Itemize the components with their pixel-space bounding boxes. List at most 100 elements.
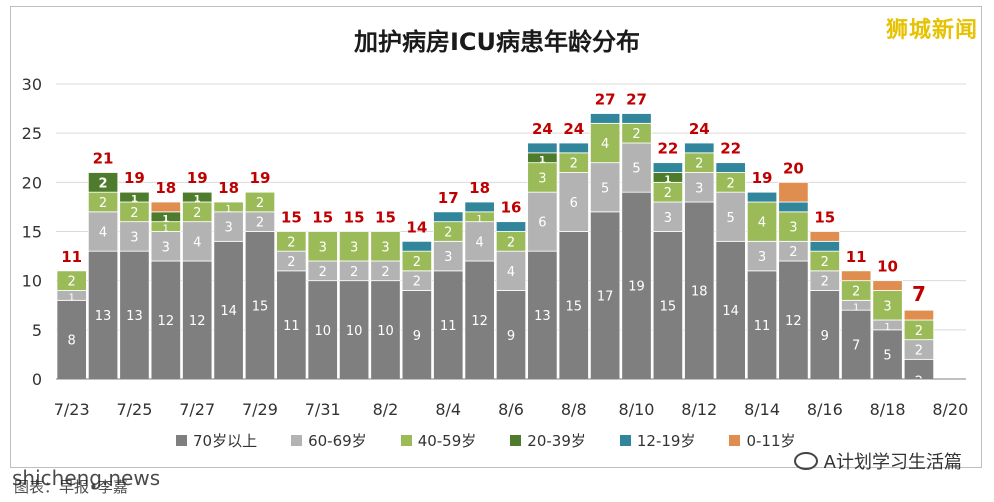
total-label: 15 xyxy=(281,209,302,227)
bar-segment xyxy=(527,250,558,380)
data-label: 3 xyxy=(695,181,703,196)
bar-segment xyxy=(684,142,715,154)
data-label: 1 xyxy=(664,174,671,185)
data-label: 11 xyxy=(440,319,457,334)
bar-segment xyxy=(652,201,684,232)
bar-segment xyxy=(558,172,589,232)
x-tick-label: 8/6 xyxy=(498,400,524,419)
data-label: 1 xyxy=(131,194,138,205)
data-label: 12 xyxy=(189,314,206,329)
legend-item: 0-11岁 xyxy=(729,430,796,451)
bar-segment xyxy=(715,191,746,242)
wechat-attribution: A计划学习生活篇 xyxy=(793,448,962,474)
data-label: 1 xyxy=(69,292,75,303)
data-label: 3 xyxy=(538,171,546,186)
total-label: 11 xyxy=(846,248,867,266)
bar-segment xyxy=(589,211,621,380)
data-label: 12 xyxy=(471,314,488,329)
data-label: 10 xyxy=(314,324,331,339)
x-tick-label: 7/29 xyxy=(242,400,278,419)
data-label: 4 xyxy=(507,265,515,280)
data-label: 2 xyxy=(287,235,295,250)
data-label: 3 xyxy=(350,240,358,255)
data-label: 3 xyxy=(664,211,672,226)
total-label: 11 xyxy=(61,248,82,266)
bar-segment xyxy=(244,231,276,380)
bar-segment xyxy=(56,270,87,291)
bar-segment xyxy=(527,162,558,193)
data-label: 1 xyxy=(884,322,890,333)
data-label: 4 xyxy=(475,235,483,250)
data-label: 2 xyxy=(915,344,923,359)
data-label: 13 xyxy=(534,309,551,324)
data-label: 4 xyxy=(193,235,201,250)
data-label: 13 xyxy=(126,309,143,324)
data-label: 11 xyxy=(283,319,300,334)
legend-item: 60-69岁 xyxy=(291,430,367,451)
legend-swatch xyxy=(400,435,412,446)
data-label: 2 xyxy=(821,275,829,290)
data-label: 12 xyxy=(158,314,175,329)
data-label: 3 xyxy=(162,240,170,255)
data-label: 2 xyxy=(319,265,327,280)
watermark: 狮城新闻 xyxy=(885,18,978,43)
data-label: 2 xyxy=(915,324,923,339)
data-label: 9 xyxy=(507,329,515,344)
y-tick-label: 25 xyxy=(22,124,42,143)
data-label: 1 xyxy=(162,214,169,225)
data-label: 2 xyxy=(130,206,138,221)
wechat-account-name: A计划学习生活篇 xyxy=(823,452,962,473)
data-label: 2 xyxy=(68,275,76,290)
data-label: 1 xyxy=(539,155,546,166)
bar-segment xyxy=(495,221,527,232)
bar-segment xyxy=(527,191,558,252)
data-label: 9 xyxy=(821,329,829,344)
data-label: 2 xyxy=(413,255,421,270)
x-tick-label: 8/20 xyxy=(932,400,968,419)
bar-segment xyxy=(684,172,715,203)
bar-segment xyxy=(809,231,840,242)
data-label: 3 xyxy=(758,250,766,265)
data-label: 4 xyxy=(758,216,766,231)
legend-item: 70岁以上 xyxy=(176,430,257,451)
data-label: 15 xyxy=(660,299,677,314)
bar-segment xyxy=(213,201,244,213)
total-label: 18 xyxy=(218,179,239,197)
total-label: 21 xyxy=(93,150,114,168)
bar-segment xyxy=(464,221,495,262)
x-tick-label: 8/2 xyxy=(373,400,399,419)
bar-segment xyxy=(150,201,181,213)
total-label: 19 xyxy=(752,169,773,187)
bar-segment xyxy=(778,201,809,213)
data-label: 2 xyxy=(413,275,421,290)
bar-segment xyxy=(370,231,401,262)
wechat-icon xyxy=(793,452,818,470)
data-label: 2 xyxy=(852,285,860,300)
legend-swatch xyxy=(510,435,522,446)
legend-label: 12-19岁 xyxy=(636,432,696,450)
x-tick-label: 7/23 xyxy=(54,400,90,419)
total-label: 18 xyxy=(469,179,490,197)
bar-segment xyxy=(621,142,652,193)
data-label: 2 xyxy=(256,196,264,211)
total-label: 7 xyxy=(912,282,926,306)
bar-segment xyxy=(119,221,150,252)
y-tick-label: 5 xyxy=(32,321,42,340)
bar-segment xyxy=(558,231,589,380)
data-label: 3 xyxy=(224,221,232,236)
bar-segment xyxy=(558,142,589,154)
data-label: 10 xyxy=(377,324,394,339)
legend-swatch xyxy=(176,435,187,446)
bar-segment xyxy=(778,211,809,242)
total-label: 24 xyxy=(563,120,584,138)
data-label: 19 xyxy=(628,280,645,295)
data-label: 6 xyxy=(538,216,546,231)
y-tick-label: 0 xyxy=(32,370,42,389)
data-label: 3 xyxy=(883,299,891,314)
data-label: 2 xyxy=(664,186,672,201)
bar-segment xyxy=(150,260,181,380)
data-label: 11 xyxy=(754,319,771,334)
bar-segment xyxy=(778,181,809,203)
data-label: 5 xyxy=(883,348,891,363)
